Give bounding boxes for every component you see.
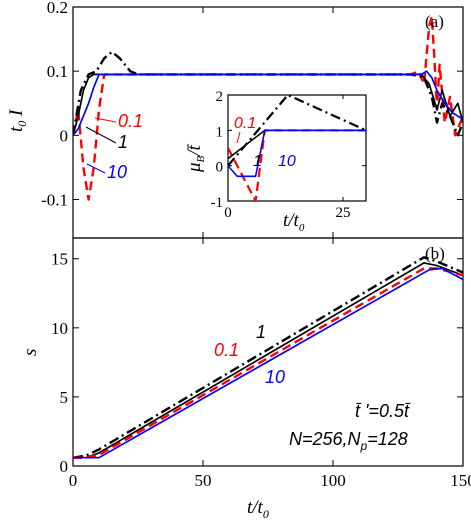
i-series-line-3: [228, 129, 366, 178]
inset-series: [228, 95, 366, 201]
b-series-line-0: [73, 256, 463, 459]
panel-b-label: (b): [425, 244, 445, 263]
i-ticks-ytick-label-0: -1: [211, 195, 224, 211]
panel-a-ylabel: t0 I: [6, 108, 29, 132]
inset-ylabel: μB/t̄: [184, 143, 207, 173]
b-series-line-3: [73, 267, 463, 459]
b-ticks-xtick-label-0: 0: [69, 471, 78, 490]
panel-a-annotation-0.1: 0.1: [118, 111, 143, 131]
b-ticks-ytick-label-1: 5: [60, 388, 69, 407]
panel-a-pointer-1: [85, 126, 117, 144]
panel-b-frame: [72, 237, 464, 467]
panel-b-xlabel: t/t0: [247, 497, 269, 521]
a-ticks-ytick-label-0: -0.1: [41, 191, 68, 210]
panel-a-pointer-10: [86, 163, 106, 174]
panel-b-parameter-N-tail: =128: [367, 429, 408, 449]
a-ticks-ytick-label-2: 0.1: [47, 62, 68, 81]
i-ticks-xtick-label-0: 0: [224, 205, 232, 221]
inset-xlabel-sub: 0: [299, 222, 305, 234]
panel-b-ticks: 051015050100150: [51, 238, 471, 490]
inset-frame: [227, 94, 367, 202]
panel-a-pointer-0.1: [94, 117, 117, 123]
b-ticks-xtick-label-3: 150: [450, 471, 471, 490]
b-series-line-2: [73, 267, 463, 459]
panel-b-xlabel-sub: 0: [263, 507, 269, 521]
a-ticks-ytick-label-1: 0: [60, 126, 69, 145]
b-ticks-ytick-label-0: 0: [60, 457, 69, 476]
panel-b-annotation-1: 1: [256, 322, 266, 342]
panel-b-xlabel-main: t/t: [247, 497, 264, 518]
inset-annotation-1: 1: [253, 153, 262, 170]
panel-b-parameter-N-sub: p: [360, 439, 368, 453]
i-series-line-1: [228, 95, 366, 167]
b-ticks-xtick-label-1: 50: [195, 471, 212, 490]
panel-a-label: (a): [425, 12, 444, 31]
a-series-line-0: [73, 15, 463, 201]
panel-b-annotation-0.1: 0.1: [214, 340, 239, 360]
b-ticks-ytick-label-2: 10: [51, 319, 68, 338]
b-ticks-ytick-label-3: 15: [51, 250, 68, 269]
panel-a-annotation-10: 10: [107, 162, 127, 182]
inset-pointer-0.1: [236, 131, 241, 144]
panel-a-series: [73, 15, 463, 201]
i-ticks-xtick-label-1: 25: [336, 205, 351, 221]
i-ticks-ytick-label-1: 0: [216, 160, 224, 176]
panel-a-ylabel-sub: 0: [15, 121, 29, 127]
inset-annotation-0.1: 0.1: [234, 115, 256, 132]
inset-xlabel-main: t/t: [283, 210, 300, 231]
inset-xlabel: t/t0: [283, 210, 305, 234]
panel-b-parameter-N-main: N=256,N: [289, 429, 362, 449]
i-ticks-ytick-label-2: 1: [216, 124, 224, 140]
i-series-line-0: [228, 129, 366, 201]
inset-ylabel-mu: μ: [184, 162, 205, 173]
a-series-line-3: [73, 70, 463, 136]
panel-b-annotation-10: 10: [265, 367, 285, 387]
inset-ylabel-tail: /t̄: [184, 143, 205, 156]
panel-b-parameter-t: t̄ '=0.5t̄: [355, 401, 411, 421]
inset-annotation-10: 10: [278, 153, 296, 170]
inset-ylabel-sub: B: [195, 155, 207, 162]
i-ticks-ytick-label-3: 2: [216, 89, 224, 105]
a-ticks-ytick-label-3: 0.2: [47, 0, 68, 17]
panel-b-series: [73, 256, 463, 459]
panel-a-annotation-1: 1: [118, 132, 128, 152]
panel-b-ylabel: s: [20, 349, 41, 356]
panel-a-ylabel-tail: I: [6, 108, 27, 121]
b-ticks-xtick-label-2: 100: [320, 471, 346, 490]
panel-a-ylabel-main: t: [6, 126, 27, 132]
panel-a-ticks: -0.1 0 0.1 0.2: [41, 0, 464, 238]
panel-b-parameter-N: N=256,Np=128: [289, 429, 408, 453]
